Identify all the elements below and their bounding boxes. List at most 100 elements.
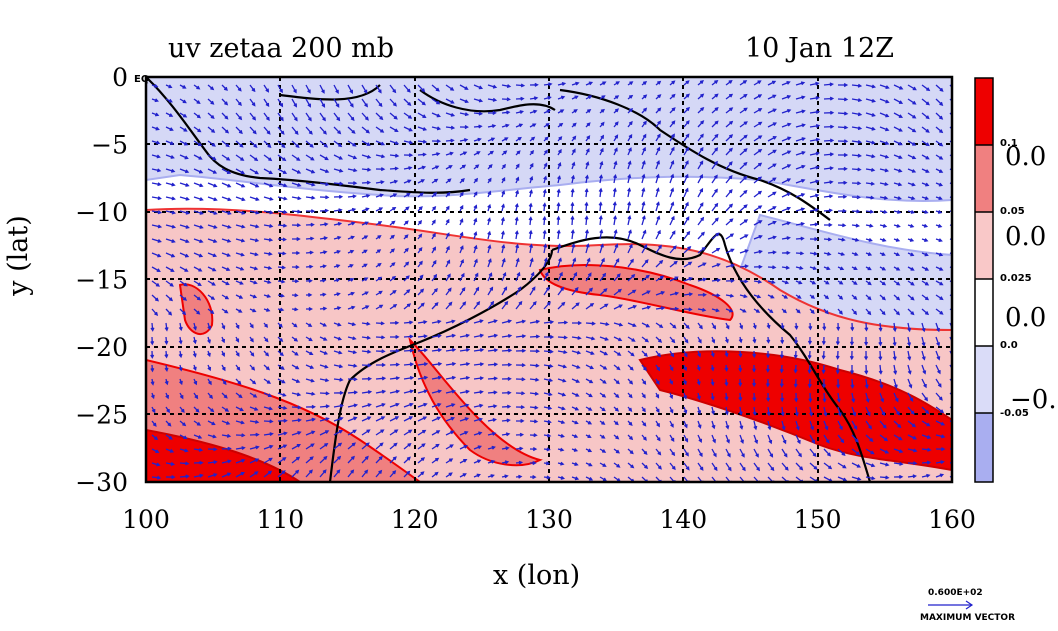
wind-vector bbox=[767, 136, 777, 142]
wind-vector bbox=[921, 126, 930, 133]
wind-vector bbox=[571, 378, 581, 383]
wind-vector bbox=[375, 249, 382, 254]
wind-vector bbox=[556, 215, 561, 226]
wind-vector bbox=[333, 336, 343, 341]
wind-vector bbox=[431, 301, 439, 310]
wind-vector bbox=[921, 182, 930, 187]
wind-vector bbox=[207, 350, 211, 358]
wind-vector bbox=[683, 146, 689, 156]
wind-vector bbox=[529, 271, 535, 282]
wind-vector bbox=[249, 471, 259, 478]
wind-vector bbox=[305, 456, 314, 464]
wind-vector bbox=[305, 98, 311, 108]
wind-vector bbox=[403, 166, 413, 171]
wind-vector bbox=[641, 244, 648, 254]
wind-vector bbox=[697, 322, 703, 330]
wind-vector bbox=[333, 322, 342, 327]
wind-vector bbox=[207, 420, 216, 426]
wind-vector bbox=[893, 280, 901, 286]
wind-vector bbox=[361, 416, 372, 422]
wind-vector bbox=[585, 406, 593, 411]
wind-vector bbox=[767, 235, 777, 240]
wind-vector bbox=[711, 293, 721, 298]
wind-vector bbox=[235, 182, 246, 188]
wind-vector bbox=[838, 153, 849, 158]
wind-vector bbox=[291, 392, 302, 397]
wind-vector bbox=[697, 246, 706, 254]
wind-vector bbox=[459, 98, 469, 104]
wind-vector bbox=[557, 286, 565, 296]
wind-vector bbox=[515, 334, 527, 339]
wind-vector bbox=[921, 308, 930, 316]
wind-vector bbox=[403, 261, 410, 268]
wind-vector bbox=[543, 461, 551, 466]
wind-vector bbox=[529, 475, 537, 480]
wind-vector bbox=[739, 189, 748, 198]
wind-vector bbox=[487, 190, 492, 198]
wind-vector bbox=[822, 322, 827, 331]
wind-vector bbox=[697, 146, 704, 156]
wind-vector bbox=[207, 266, 217, 272]
wind-vector bbox=[291, 84, 297, 94]
wind-vector bbox=[333, 292, 341, 297]
wind-vector bbox=[627, 336, 636, 342]
wind-vector bbox=[389, 84, 397, 94]
wind-vector bbox=[655, 420, 660, 428]
wind-vector bbox=[389, 402, 400, 408]
wind-vector bbox=[291, 418, 302, 423]
wind-vector bbox=[207, 406, 215, 413]
wind-vector bbox=[781, 250, 791, 255]
wind-vector bbox=[907, 350, 912, 361]
wind-vector bbox=[655, 173, 660, 184]
wind-vector bbox=[907, 154, 917, 160]
wind-vector bbox=[711, 448, 717, 458]
wind-vector bbox=[417, 206, 423, 212]
wind-vector bbox=[459, 403, 470, 408]
wind-vector bbox=[683, 364, 688, 372]
wind-vector bbox=[585, 243, 590, 254]
wind-vector bbox=[725, 308, 734, 313]
wind-vector bbox=[641, 392, 646, 399]
wind-vector bbox=[879, 448, 890, 454]
wind-vector bbox=[361, 469, 369, 478]
wind-vector bbox=[235, 446, 246, 451]
wind-vector bbox=[711, 406, 716, 416]
wind-vector bbox=[823, 222, 833, 227]
wind-vector bbox=[669, 462, 676, 471]
wind-vector bbox=[249, 266, 259, 271]
wind-vector bbox=[837, 434, 845, 444]
wind-vector bbox=[683, 406, 688, 415]
wind-vector bbox=[473, 191, 478, 198]
wind-vector bbox=[739, 264, 749, 269]
wind-vector bbox=[207, 224, 218, 229]
wind-vector bbox=[165, 84, 173, 89]
wind-vector bbox=[459, 301, 467, 310]
wind-vector bbox=[445, 347, 457, 352]
wind-vector bbox=[501, 404, 512, 409]
wind-vector bbox=[529, 391, 540, 396]
wind-vector bbox=[403, 220, 409, 226]
wind-vector bbox=[809, 294, 816, 299]
wind-vector bbox=[864, 350, 869, 361]
wind-vector bbox=[837, 280, 844, 285]
colorbar bbox=[974, 77, 994, 483]
wind-vector bbox=[333, 403, 345, 408]
wind-vector bbox=[501, 460, 510, 465]
wind-vector bbox=[249, 126, 257, 135]
wind-vector bbox=[641, 274, 650, 282]
wind-vector bbox=[752, 322, 757, 330]
wind-vector bbox=[221, 84, 228, 91]
wind-vector bbox=[837, 237, 846, 242]
wind-vector bbox=[403, 275, 410, 282]
wind-vector bbox=[683, 336, 689, 344]
wind-vector bbox=[319, 98, 326, 108]
wind-vector bbox=[431, 457, 440, 464]
wind-vector bbox=[571, 148, 576, 156]
y-tick-labels: 0−5−10−15−20−25−30 bbox=[75, 63, 128, 497]
colorbar-level-5: -0.05 bbox=[1000, 408, 1029, 419]
wind-vector bbox=[795, 462, 804, 471]
wind-vector bbox=[249, 406, 259, 411]
wind-vector bbox=[291, 307, 299, 312]
wind-vector bbox=[683, 448, 689, 457]
wind-vector bbox=[501, 446, 510, 451]
